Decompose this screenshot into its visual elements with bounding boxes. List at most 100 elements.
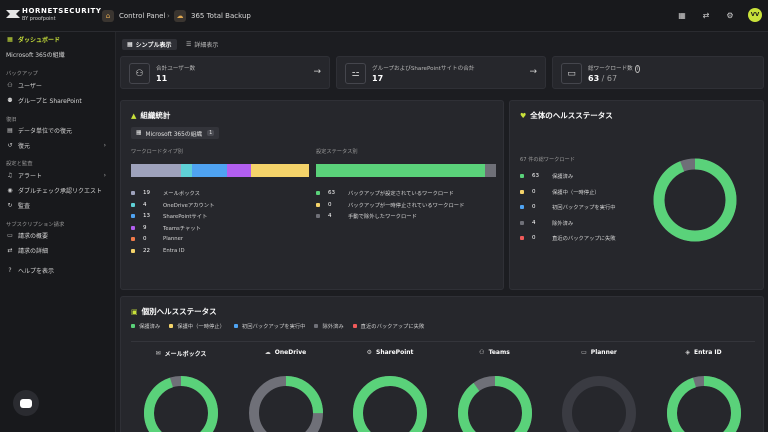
sidebar-item-data-unit-restore[interactable]: ▤ データ単位での復元 <box>7 127 73 135</box>
bar-segment <box>192 164 227 177</box>
swap-icon[interactable]: ⇄ <box>702 10 710 20</box>
legend-count: 19 <box>143 190 150 196</box>
legend-swatch <box>316 214 320 219</box>
column-label: SharePoint <box>376 349 414 356</box>
breadcrumb-control-panel[interactable]: ⌂ Control Panel <box>102 8 165 24</box>
legend-swatch <box>131 249 135 253</box>
receipt-icon: ▭ <box>7 232 13 239</box>
health-donut <box>562 376 636 432</box>
sidebar-item-billing-overview[interactable]: ▭ 請求の概要 <box>7 232 49 240</box>
m365-org-filter-button[interactable]: ▦ Microsoft 365の組織 1 <box>131 127 220 139</box>
bar-segment <box>250 164 309 177</box>
chat-icon <box>20 398 32 408</box>
tab-detail-view[interactable]: ☰ 詳細表示 <box>186 41 219 49</box>
config-status-bar <box>316 164 496 177</box>
hornetsecurity-logo[interactable]: HORNETSECURITY BY proofpoint <box>6 6 116 26</box>
stat-card-groups[interactable]: ⚍ グループおよびSharePointサイトの合計 17 → <box>336 56 546 89</box>
legend-item: 63 保護済み <box>520 172 573 180</box>
sidebar-item-help[interactable]: ? ヘルプを表示 <box>6 265 110 276</box>
health-column-header: ◈ Entra ID <box>654 349 754 356</box>
legend-swatch <box>131 202 135 207</box>
chevron-right-icon: › <box>103 172 106 179</box>
breadcrumb-total-backup[interactable]: ☁ 365 Total Backup <box>174 8 251 24</box>
donut-track <box>562 376 636 432</box>
legend-count: 22 <box>143 248 150 254</box>
individual-health-legend: 保護済み 保護中（一時停止） 初回バックアップを実行中 除外済み 直近のバックアップに失… <box>131 322 424 330</box>
column-label: OneDrive <box>274 349 307 356</box>
health-donut <box>353 376 427 432</box>
overall-health-donut <box>653 158 737 242</box>
legend-count: 13 <box>143 213 150 220</box>
top-bar: HORNETSECURITY BY proofpoint ⌂ Control P… <box>0 0 768 32</box>
stat-value: 17 <box>372 74 384 83</box>
user-avatar[interactable]: VV <box>748 8 762 22</box>
arrow-right-icon[interactable]: → <box>529 67 537 77</box>
donut-arc <box>653 158 737 242</box>
legend-label: 直近のバックアップに失敗 <box>360 324 425 330</box>
health-column-header: ☁ OneDrive <box>236 349 336 356</box>
info-icon[interactable]: i <box>634 65 640 73</box>
legend-item: 除外済み <box>314 322 344 330</box>
tab-simple-view[interactable]: ▦ シンプル表示 <box>122 39 177 50</box>
logo-text: HORNETSECURITY <box>22 7 102 15</box>
legend-label: 保護済み <box>552 174 574 180</box>
stat-value: 11 <box>156 74 168 83</box>
sidebar-item-billing-details[interactable]: ⇄ 請求の詳細 <box>7 247 49 255</box>
help-icon: ? <box>8 267 12 274</box>
sidebar-item-double-check[interactable]: ◉ ダブルチェック承認リクエスト <box>7 187 103 195</box>
legend-count: 63 <box>328 190 335 196</box>
sidebar-item-m365-org[interactable]: Microsoft 365の組織 <box>6 52 65 59</box>
legend-label: メールボックス <box>163 191 200 197</box>
legend-label: 直近のバックアップに失敗 <box>552 236 616 242</box>
legend-count: 4 <box>143 201 147 208</box>
stat-label: グループおよびSharePointサイトの合計 <box>372 66 475 72</box>
health-donut <box>457 376 532 432</box>
column-label: Planner <box>590 349 617 356</box>
legend-item: 4 OneDriveアカウント <box>131 201 214 209</box>
org-stats-card: ▲ 組織統計 ▦ Microsoft 365の組織 1 ワークロードタイプ別 設定ステ… <box>120 100 504 290</box>
legend-label: 除外済み <box>552 220 574 227</box>
legend-label: 初回バックアップを実行中 <box>241 324 306 330</box>
legend-item: 4 手動で除外したワークロード <box>316 212 417 220</box>
chart-icon: ▲ <box>131 111 137 120</box>
org-stats-title: ▲ 組織統計 <box>131 111 171 120</box>
legend-label: 除外済み <box>322 324 344 330</box>
bar-segment <box>181 164 193 177</box>
settings-icon[interactable]: ⚙ <box>726 10 734 20</box>
legend-label: SharePointサイト <box>163 214 208 221</box>
folder-icon: ▭ <box>561 63 582 84</box>
arrow-right-icon[interactable]: → <box>313 67 321 77</box>
sidebar-item-groups-sharepoint[interactable]: ⚉ グループと SharePoint <box>7 97 82 105</box>
legend-item: 4 除外済み <box>520 219 573 227</box>
dashboard-icon: ▦ <box>7 36 13 43</box>
group-icon: ⚉ <box>7 97 13 104</box>
legend-item: 保護中（一時停止） <box>169 322 225 330</box>
legend-swatch <box>520 189 524 194</box>
workload-type-label: ワークロードタイプ別 <box>131 149 183 155</box>
legend-label: 保護済み <box>139 324 161 330</box>
legend-swatch <box>131 237 135 242</box>
sidebar-item-alerts[interactable]: ♫ アラート › <box>7 172 106 180</box>
individual-health-title: ▣ 個別ヘルスステータス <box>131 307 217 316</box>
qr-code-icon[interactable]: ▦ <box>678 10 686 20</box>
health-column-header: ⚙ SharePoint <box>340 349 440 356</box>
column-label: Entra ID <box>694 349 722 356</box>
sidebar-item-audit[interactable]: ↻ 監査 <box>7 202 31 210</box>
legend-count: 9 <box>143 224 147 231</box>
stat-label: 総ワークロード数 i <box>588 65 640 73</box>
sidebar-item-dashboard[interactable]: ▦ ダッシュボード <box>7 36 61 44</box>
chat-button[interactable] <box>13 390 39 416</box>
stat-card-users[interactable]: ⚇ 合計ユーザー数 11 → <box>120 56 330 89</box>
legend-label: バックアップが設定されているワークロード <box>348 191 454 197</box>
backup-product-icon: ☁ <box>174 10 186 22</box>
bar-segment <box>226 164 251 177</box>
legend-count: 0 <box>532 188 536 195</box>
legend-count: 0 <box>143 236 147 243</box>
sidebar-item-restore[interactable]: ↺ 復元 › <box>7 142 106 150</box>
legend-item: 13 SharePointサイト <box>131 212 207 220</box>
list-icon: ☰ <box>186 41 192 48</box>
sidebar-item-users[interactable]: ⚇ ユーザー <box>7 82 42 90</box>
legend-item: 9 Teamsチャット <box>131 224 201 232</box>
sharepoint-icon: ⚙ <box>366 349 372 356</box>
sidebar-group-backup: バックアップ <box>6 71 38 77</box>
